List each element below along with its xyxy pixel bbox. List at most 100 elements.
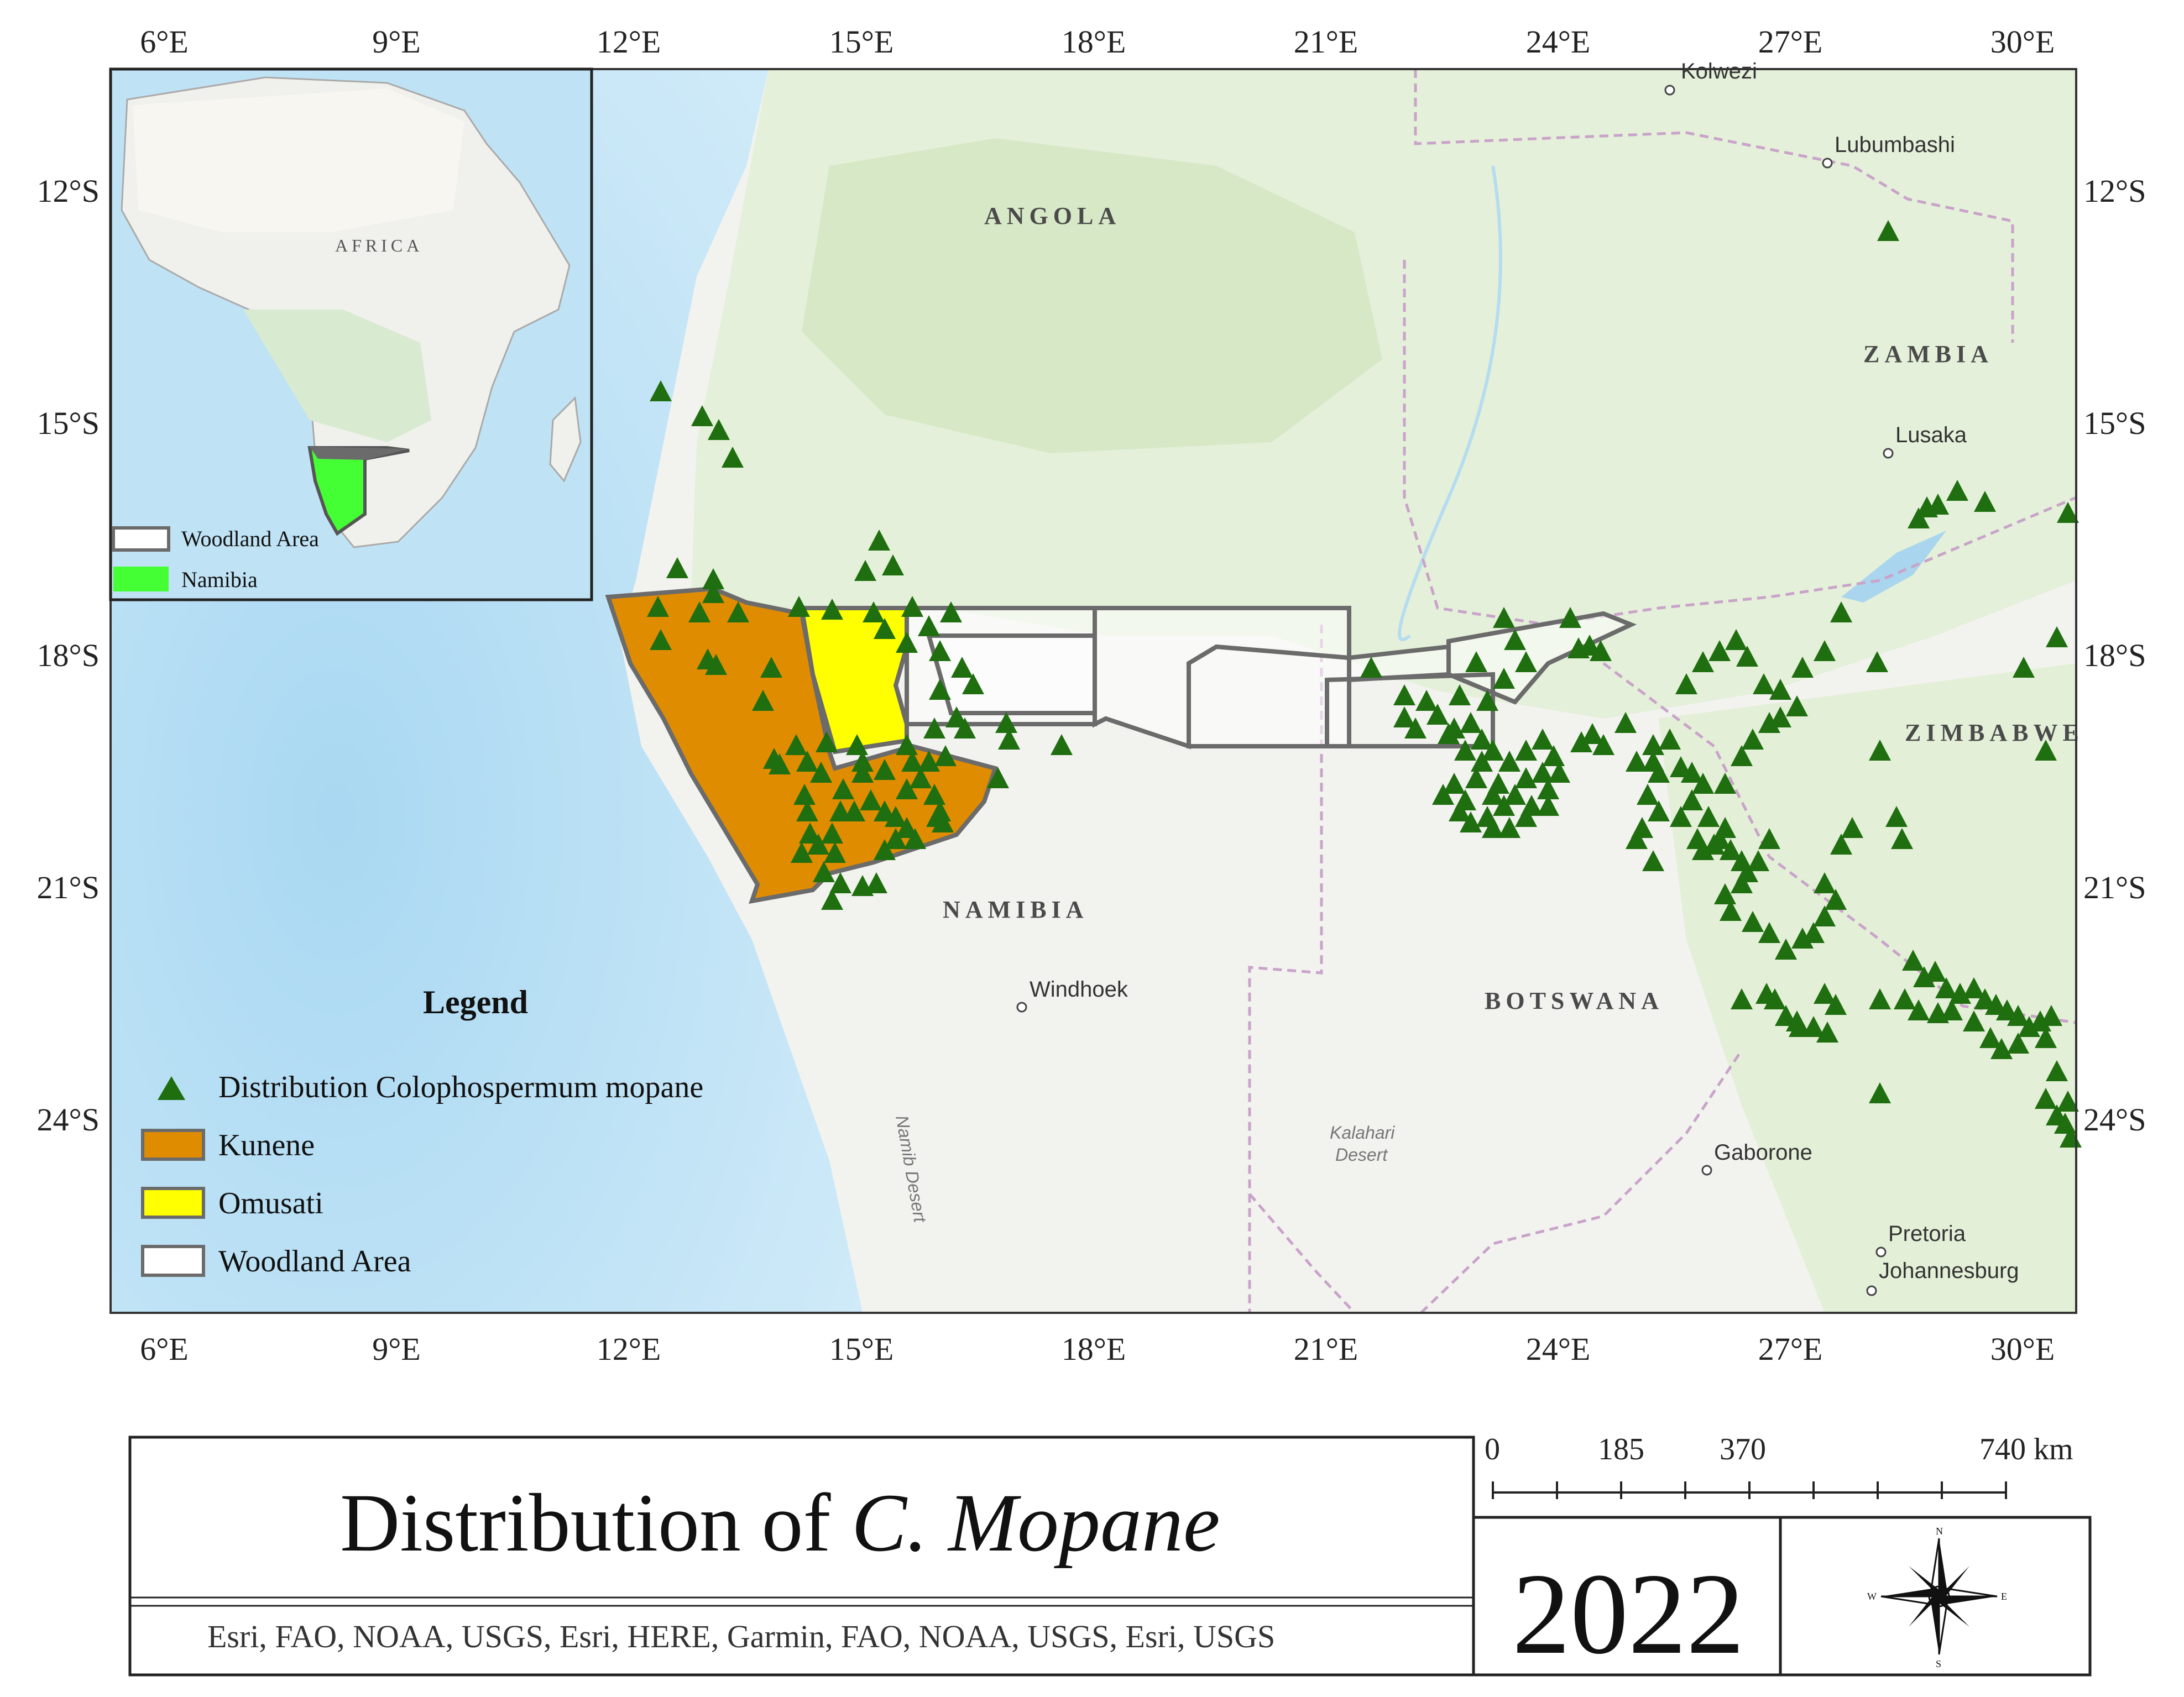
distribution-point-triangle-icon — [1681, 789, 1703, 810]
distribution-point-triangle-icon — [1869, 1082, 1891, 1103]
distribution-point-triangle-icon — [1814, 872, 1836, 893]
distribution-point-triangle-icon — [1747, 850, 1769, 871]
distribution-point-triangle-icon — [1427, 704, 1449, 725]
distribution-point-triangle-icon — [1692, 773, 1714, 794]
distribution-point-triangle-icon — [1764, 988, 1786, 1009]
distribution-point-triangle-icon — [2029, 1010, 2051, 1031]
distribution-point-triangle-icon — [1465, 651, 1487, 672]
distribution-point-triangle-icon — [923, 717, 945, 738]
compass-south-label: S — [1936, 1658, 1941, 1669]
distribution-point-triangle-icon — [901, 596, 923, 617]
compass-north-label: N — [1936, 1526, 1943, 1537]
distribution-point-triangle-icon — [1963, 977, 1985, 998]
distribution-point-triangle-icon — [2046, 1060, 2068, 1081]
distribution-point-triangle-icon — [940, 601, 962, 622]
distribution-point-triangle-icon — [854, 560, 876, 581]
distribution-point-triangle-icon — [1927, 1002, 1949, 1023]
lat-right-12: 12°S — [2083, 173, 2146, 209]
distribution-point-triangle-icon — [1775, 939, 1797, 960]
distribution-point-triangle-icon — [2007, 1033, 2029, 1054]
distribution-point-triangle-icon — [1515, 806, 1537, 827]
compass-rose-icon: N S E W — [1867, 1526, 2007, 1669]
distribution-point-triangle-icon — [1758, 828, 1780, 849]
distribution-point-triangle-icon — [832, 778, 854, 799]
city-label-kolwezi: Kolwezi — [1681, 59, 1757, 83]
distribution-point-triangle-icon — [829, 800, 851, 821]
lon-bottom-27: 27°E — [1758, 1331, 1823, 1367]
lon-bottom-6: 6°E — [140, 1331, 189, 1367]
legend-title: Legend — [423, 984, 528, 1020]
distribution-point-triangle-icon — [796, 751, 818, 772]
feature-label-kalahari: Kalahari — [1330, 1123, 1395, 1143]
distribution-point-triangle-icon — [1051, 734, 1073, 755]
graticule-left: 12°S 15°S 18°S 21°S 24°S — [37, 173, 100, 1138]
distribution-point-triangle-icon — [1916, 496, 1938, 517]
distribution-point-triangle-icon — [1592, 734, 1615, 755]
country-label-angola: ANGOLA — [984, 202, 1121, 229]
graticule-bottom: 6°E 9°E 12°E 15°E 18°E 21°E 24°E 27°E 30… — [140, 1331, 2055, 1367]
distribution-point-triangle-icon — [788, 596, 810, 617]
lat-left-18: 18°S — [37, 637, 100, 673]
distribution-point-triangle-icon — [1648, 762, 1670, 783]
distribution-point-triangle-icon — [1532, 729, 1554, 750]
distribution-point-triangle-icon — [874, 839, 896, 860]
legend-item-omusati: Omusati — [218, 1186, 323, 1221]
distribution-point-triangle-icon — [904, 828, 926, 849]
distribution-point-triangle-icon — [865, 872, 887, 893]
country-label-zimbabwe: ZIMBABWE — [1905, 719, 2084, 746]
distribution-point-triangle-icon — [1670, 756, 1692, 777]
distribution-point-triangle-icon — [1465, 767, 1487, 788]
lat-right-21: 21°S — [2083, 870, 2146, 905]
distribution-point-triangle-icon — [1393, 684, 1415, 705]
distribution-point-triangle-icon — [1449, 800, 1471, 821]
distribution-point-triangle-icon — [824, 842, 846, 863]
distribution-point-triangle-icon — [945, 706, 968, 727]
distribution-point-triangle-icon — [2040, 1005, 2062, 1026]
distribution-point-triangle-icon — [1581, 723, 1603, 744]
legend-item-woodland: Woodland Area — [218, 1244, 411, 1279]
distribution-point-triangle-icon — [650, 380, 672, 401]
legend-woodland-swatch — [141, 1245, 205, 1277]
distribution-point-triangle-icon — [1504, 784, 1526, 805]
country-label-namibia: NAMIBIA — [943, 896, 1088, 923]
distribution-point-triangle-icon — [1708, 828, 1731, 849]
city-label-gaborone: Gaborone — [1714, 1140, 1812, 1165]
distribution-point-triangle-icon — [821, 599, 843, 620]
distribution-point-triangle-icon — [1985, 994, 2007, 1015]
distribution-point-triangle-icon — [1432, 784, 1454, 805]
distribution-point-triangle-icon — [1786, 1010, 1808, 1031]
distribution-point-triangle-icon — [650, 629, 672, 650]
inset-legend-woodland-swatch — [112, 526, 170, 552]
distribution-point-triangle-icon — [821, 889, 843, 910]
distribution-point-triangle-icon — [926, 806, 948, 827]
distribution-point-triangle-icon — [688, 601, 710, 622]
distribution-point-triangle-icon — [1482, 817, 1504, 838]
distribution-point-triangle-icon — [1720, 900, 1742, 921]
distribution-point-triangle-icon — [1731, 988, 1753, 1009]
distribution-point-triangle-icon — [1659, 729, 1681, 750]
legend-omusati-swatch — [141, 1187, 205, 1219]
distribution-point-triangle-icon — [951, 657, 973, 678]
distribution-point-triangle-icon — [1675, 673, 1697, 694]
inset-woodland — [310, 447, 409, 460]
distribution-point-triangle-icon — [1515, 767, 1537, 788]
vegetation-dark-patch — [802, 138, 1382, 453]
lake-kariba — [1841, 531, 1946, 603]
distribution-point-triangle-icon — [1543, 745, 1565, 766]
inset-legend-namibia-swatch — [113, 567, 169, 591]
distribution-point-triangle-icon — [1742, 911, 1764, 932]
distribution-point-triangle-icon — [1775, 1005, 1797, 1026]
river-line — [1398, 165, 1502, 642]
distribution-point-triangle-icon — [708, 419, 730, 440]
distribution-point-triangle-icon — [954, 717, 976, 738]
distribution-point-triangle-icon — [1559, 607, 1581, 628]
inset-green-belt — [243, 310, 431, 442]
distribution-point-triangle-icon — [1504, 629, 1526, 650]
distribution-point-triangle-icon — [1493, 668, 1515, 689]
distribution-point-triangle-icon — [934, 745, 957, 766]
distribution-point-triangle-icon — [1924, 961, 1946, 982]
inset-africa-label: AFRICA — [335, 235, 423, 255]
lon-top-12: 12°E — [597, 24, 661, 60]
distribution-point-triangle-icon — [1753, 673, 1775, 694]
